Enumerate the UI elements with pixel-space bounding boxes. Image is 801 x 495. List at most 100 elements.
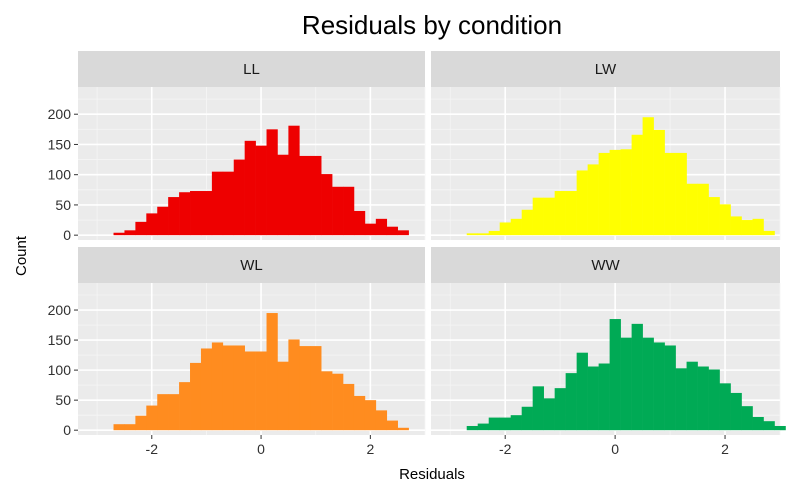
histogram-bar <box>664 345 676 431</box>
x-tick-label: 2 <box>366 441 374 457</box>
panels-layer: LL 0 50 100 150 200 LW WL 0 50 100 150 200 -2 0 2 WW -2 0 2 <box>48 51 786 457</box>
strip-label-lw: LW <box>595 61 617 78</box>
strip-lw <box>431 51 780 87</box>
histogram-bar <box>587 366 599 431</box>
histogram-bar <box>532 197 544 236</box>
histogram-bar <box>708 369 720 431</box>
histogram-bar <box>299 346 311 431</box>
panel-wl: WL 0 50 100 150 200 -2 0 2 <box>48 247 426 457</box>
histogram-bar <box>266 313 278 431</box>
x-axis-title: Residuals <box>399 466 465 483</box>
histogram-bar <box>499 417 511 431</box>
histogram-bar <box>190 362 202 431</box>
histogram-bar <box>554 191 566 236</box>
histogram-bar <box>135 221 147 236</box>
x-tick-label: 0 <box>257 441 265 457</box>
histogram-bar <box>353 395 366 431</box>
histogram-bar <box>168 197 180 236</box>
x-tick-label: 0 <box>611 441 619 457</box>
strip-ww <box>431 247 780 283</box>
histogram-bar <box>135 415 147 431</box>
histogram-bar <box>124 230 136 236</box>
histogram-bar <box>146 213 158 236</box>
histogram-bar <box>609 149 621 236</box>
histogram-bar <box>222 171 235 236</box>
histogram-bar <box>310 346 322 431</box>
histogram-bar <box>510 415 522 431</box>
histogram-bar <box>576 170 588 236</box>
histogram-bar <box>609 319 621 431</box>
histogram-bar <box>277 361 289 431</box>
histogram-bar <box>233 345 245 431</box>
histogram-bar <box>244 140 256 236</box>
histogram-bar <box>488 230 500 236</box>
histogram-bar <box>386 420 398 431</box>
histogram-bar <box>741 406 753 431</box>
panel-ww: WW -2 0 2 <box>431 247 786 457</box>
histogram-bar <box>488 417 500 431</box>
histogram-bar <box>397 230 409 236</box>
histogram-bar <box>397 427 409 431</box>
histogram-bar <box>774 425 786 431</box>
y-tick-label: 150 <box>48 136 72 152</box>
y-tick-label: 200 <box>48 302 72 318</box>
histogram-bar <box>113 424 125 431</box>
y-tick-label: 200 <box>48 106 72 122</box>
histogram-bar <box>565 373 577 431</box>
histogram-bar <box>244 351 256 431</box>
histogram-bar <box>664 152 676 236</box>
histogram-bar <box>730 392 742 431</box>
histogram-bar <box>332 186 344 236</box>
histogram-bar <box>146 405 158 431</box>
histogram-bar <box>587 164 599 236</box>
histogram-bar <box>499 222 511 236</box>
panel-lw: LW <box>431 51 781 240</box>
y-tick-label: 50 <box>55 392 71 408</box>
histogram-bar <box>620 337 632 431</box>
histogram-bar <box>288 125 300 236</box>
histogram-bar <box>386 226 398 236</box>
strip-label-ww: WW <box>591 257 620 274</box>
histogram-bar <box>763 230 775 236</box>
histogram-bar <box>211 171 224 236</box>
histogram-bar <box>741 220 753 236</box>
histogram-bar <box>255 145 267 236</box>
histogram-bar <box>653 129 665 236</box>
histogram-bar <box>730 216 742 236</box>
histogram-bar <box>157 206 169 236</box>
y-tick-label: 0 <box>63 227 71 243</box>
histogram-bar <box>277 154 289 236</box>
histogram-bar <box>543 398 555 431</box>
histogram-bar <box>321 174 333 236</box>
histogram-bar <box>576 352 588 431</box>
histogram-bar <box>310 155 322 236</box>
histogram-bar <box>321 371 333 431</box>
histogram-bar <box>343 186 355 236</box>
histogram-bar <box>211 342 224 431</box>
histogram-bar <box>631 134 643 236</box>
histogram-bar <box>288 339 300 431</box>
strip-label-wl: WL <box>240 257 263 274</box>
histogram-bar <box>233 159 245 236</box>
histogram-bar <box>466 425 479 431</box>
histogram-bar <box>364 400 377 431</box>
histogram-bar <box>190 191 202 236</box>
histogram-bar <box>642 337 654 431</box>
histogram-bar <box>124 424 136 431</box>
histogram-bar <box>631 323 643 431</box>
histogram-bar <box>653 342 665 431</box>
histogram-bar <box>222 345 235 431</box>
histogram-bar <box>763 421 775 431</box>
histogram-bar <box>598 363 610 431</box>
histogram-bar <box>477 233 490 236</box>
histogram-bar <box>343 383 355 431</box>
histogram-bar <box>510 218 522 236</box>
histogram-bar <box>375 218 388 236</box>
histogram-bar <box>752 416 764 431</box>
panel-ll: LL 0 50 100 150 200 <box>48 51 426 243</box>
x-tick-label: -2 <box>499 441 512 457</box>
strip-ll <box>78 51 425 87</box>
histogram-bar <box>168 394 180 431</box>
histogram-bar <box>554 388 566 431</box>
